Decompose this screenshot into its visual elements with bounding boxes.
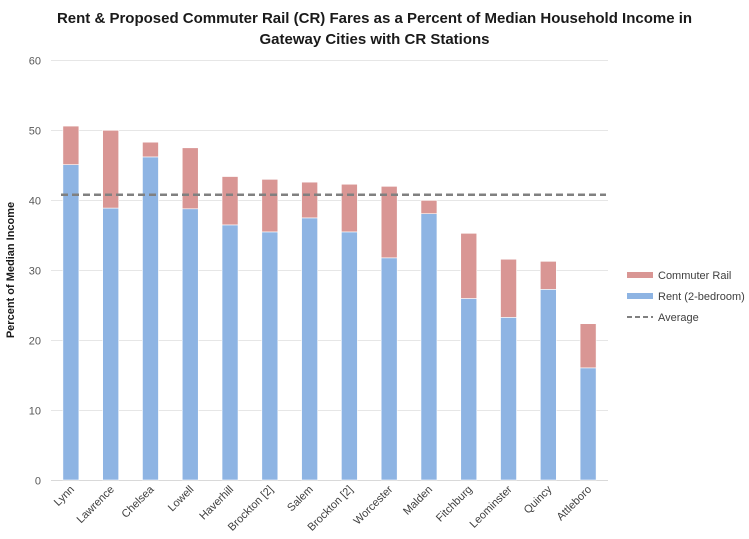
bar-rent-2-bedroom	[102, 207, 119, 481]
x-tick-label: Leominster	[468, 483, 515, 530]
y-tick-label: 50	[29, 126, 41, 138]
y-tick-label: 40	[29, 196, 41, 208]
bar-commuter-rail	[102, 129, 119, 209]
legend: Commuter Rail Rent (2-bedroom) Average	[627, 270, 745, 324]
x-tick-label: Lawrence	[75, 484, 117, 526]
x-tick-label: Attleboro	[555, 484, 595, 524]
bar-commuter-rail	[460, 233, 478, 299]
bar-commuter-rail	[420, 200, 438, 214]
x-tick-label: Worcester	[352, 483, 396, 527]
y-tick-label: 20	[29, 336, 41, 348]
bar-rent-2-bedroom	[142, 156, 159, 481]
y-tick-label: 10	[29, 406, 41, 418]
x-tick-label: Lowell	[166, 484, 197, 515]
bar-rent-2-bedroom	[261, 231, 279, 481]
y-axis-ticks: 0 10 20 30 40 50 60	[29, 56, 41, 488]
chart-title-line-2: Gateway Cities with CR Stations	[259, 31, 490, 48]
bar-rent-2-bedroom	[380, 257, 398, 481]
bar-rent-2-bedroom	[181, 208, 199, 481]
legend-label: Average	[658, 312, 699, 324]
bar-rent-2-bedroom	[341, 231, 358, 481]
bar-commuter-rail	[500, 258, 517, 318]
legend-swatch	[627, 293, 653, 299]
bar-rent-2-bedroom	[460, 298, 478, 481]
bar-commuter-rail	[142, 141, 159, 158]
bar-commuter-rail	[62, 125, 80, 165]
bar-commuter-rail	[301, 181, 318, 219]
bar-commuter-rail	[221, 176, 239, 226]
bar-rent-2-bedroom	[221, 224, 239, 481]
gridlines	[51, 60, 608, 481]
x-tick-label: Fitchburg	[434, 484, 475, 525]
bar-rent-2-bedroom	[301, 217, 318, 481]
bar-commuter-rail	[261, 179, 279, 233]
y-tick-label: 60	[29, 56, 41, 68]
y-axis-label: Percent of Median Income	[5, 202, 17, 338]
bars	[62, 125, 597, 481]
x-tick-label: Haverhill	[197, 484, 236, 523]
bar-rent-2-bedroom	[579, 367, 597, 481]
bar-rent-2-bedroom	[540, 289, 557, 481]
bar-commuter-rail	[341, 183, 358, 233]
x-tick-label: Malden	[401, 484, 435, 518]
x-tick-label: Lynn	[52, 484, 77, 509]
x-tick-label: Quincy	[522, 483, 555, 516]
chart-title-line-1: Rent & Proposed Commuter Rail (CR) Fares…	[56, 10, 693, 27]
bar-rent-2-bedroom	[500, 317, 517, 481]
chart-title: Rent & Proposed Commuter Rail (CR) Fares…	[0, 8, 749, 50]
legend-swatch	[627, 272, 653, 278]
legend-label: Commuter Rail	[658, 270, 731, 282]
bar-commuter-rail	[181, 147, 199, 210]
x-tick-label: Chelsea	[120, 483, 158, 521]
x-tick-label: Salem	[285, 484, 316, 515]
bar-commuter-rail	[579, 323, 597, 369]
bar-rent-2-bedroom	[420, 213, 438, 481]
y-tick-label: 30	[29, 266, 41, 278]
bar-commuter-rail	[540, 261, 557, 290]
legend-label: Rent (2-bedroom)	[658, 291, 745, 303]
bar-commuter-rail	[380, 186, 398, 259]
bar-rent-2-bedroom	[62, 164, 80, 481]
y-tick-label: 0	[35, 476, 41, 488]
